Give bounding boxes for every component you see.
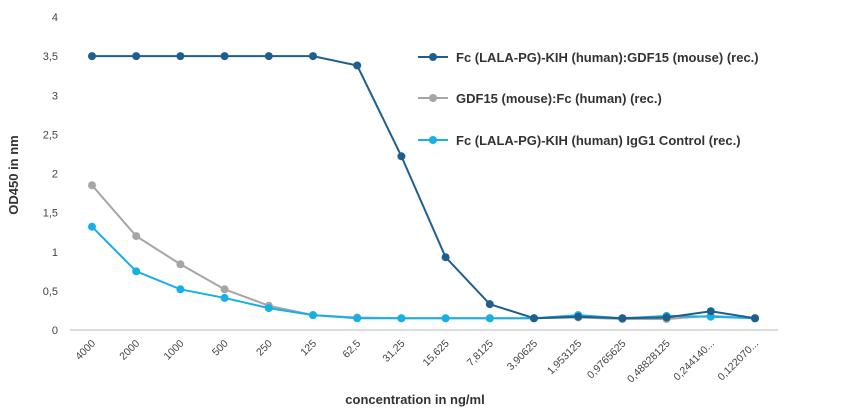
- data-point: [397, 152, 406, 161]
- x-tick-label: 7,8125: [465, 338, 496, 369]
- data-point: [441, 314, 450, 323]
- data-point: [485, 300, 494, 309]
- y-tick-label: 0: [52, 325, 58, 337]
- data-point: [132, 52, 141, 61]
- x-tick-label: 3,90625: [505, 338, 540, 373]
- data-point: [220, 293, 229, 302]
- x-tick-label: 250: [254, 338, 275, 359]
- legend-label: Fc (LALA-PG)-KIH (human):GDF15 (mouse) (…: [456, 50, 759, 65]
- x-tick-label: 0,244140...: [671, 338, 717, 384]
- data-point: [220, 52, 229, 61]
- data-point: [353, 61, 362, 70]
- legend-label: Fc (LALA-PG)-KIH (human) IgG1 Control (r…: [456, 133, 741, 148]
- y-tick-label: 2: [52, 169, 58, 181]
- data-point: [751, 314, 759, 323]
- x-axis-label: concentration in ng/ml: [345, 392, 484, 407]
- data-point: [176, 285, 185, 294]
- y-tick-label: 2,5: [43, 129, 58, 141]
- data-point: [706, 312, 715, 321]
- x-tick-label: 1,953125: [545, 338, 585, 378]
- data-point: [88, 222, 96, 231]
- data-point: [485, 314, 494, 323]
- data-point: [264, 52, 273, 61]
- x-tick-label: 2000: [117, 338, 142, 363]
- series-0: [88, 52, 759, 323]
- legend-marker: [429, 136, 437, 144]
- x-tick-label: 62,5: [340, 338, 363, 361]
- y-tick-label: 4: [52, 12, 58, 24]
- data-point: [309, 52, 317, 61]
- y-tick-label: 3,5: [43, 51, 58, 63]
- data-point: [176, 52, 185, 61]
- data-point: [220, 285, 229, 294]
- y-axis-label: OD450 in nm: [6, 135, 21, 214]
- legend-marker: [429, 94, 437, 102]
- series-line: [92, 55, 756, 320]
- x-tick-label: 125: [298, 338, 319, 359]
- y-tick-label: 3: [52, 90, 58, 102]
- data-point: [706, 307, 715, 316]
- data-point: [176, 260, 185, 269]
- x-tick-label: 4000: [73, 338, 98, 363]
- data-point: [618, 314, 627, 323]
- data-point: [132, 232, 141, 241]
- legend-label: GDF15 (mouse):Fc (human) (rec.): [456, 91, 662, 106]
- y-tick-label: 1: [52, 247, 58, 259]
- legend-marker: [429, 53, 437, 61]
- data-point: [309, 311, 317, 320]
- data-point: [662, 313, 671, 322]
- data-point: [132, 267, 141, 276]
- data-point: [88, 52, 96, 61]
- y-tick-label: 1,5: [43, 208, 58, 220]
- x-tick-label: 0,9765625: [585, 338, 629, 382]
- data-point: [397, 314, 406, 323]
- series-2: [88, 222, 759, 323]
- data-point: [353, 314, 362, 323]
- x-tick-label: 500: [210, 338, 231, 359]
- x-tick-label: 1000: [162, 338, 187, 363]
- x-tick-label: 31,25: [380, 338, 407, 365]
- data-point: [264, 304, 273, 313]
- data-point: [574, 312, 583, 321]
- y-tick-label: 0,5: [43, 286, 58, 298]
- x-tick-label: 0,122070...: [715, 338, 761, 384]
- x-tick-label: 15,625: [421, 338, 452, 369]
- data-point: [530, 314, 538, 323]
- data-point: [88, 181, 96, 190]
- series-line: [91, 226, 756, 320]
- x-tick-label: 0,48828125: [625, 338, 673, 386]
- series-1: [88, 181, 759, 324]
- data-point: [441, 253, 450, 262]
